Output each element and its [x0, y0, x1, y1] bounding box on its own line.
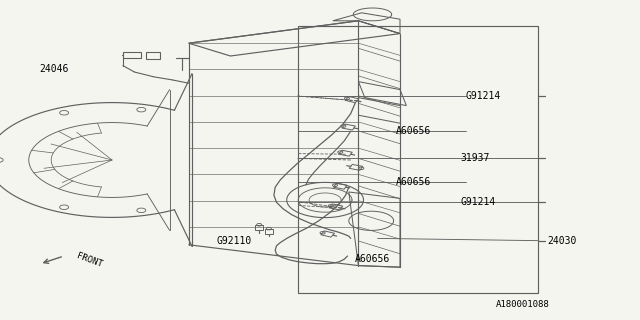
Text: 24046: 24046 — [40, 64, 69, 74]
Text: A180001088: A180001088 — [496, 300, 550, 309]
Text: A60656: A60656 — [396, 126, 431, 136]
Text: G92110: G92110 — [216, 236, 252, 246]
Text: A60656: A60656 — [355, 254, 390, 264]
Text: 24030: 24030 — [547, 236, 577, 246]
Text: A60656: A60656 — [396, 177, 431, 188]
Text: 31937: 31937 — [461, 153, 490, 164]
Bar — [298, 26, 538, 293]
Text: G91214: G91214 — [461, 196, 496, 207]
Text: G91214: G91214 — [466, 91, 501, 101]
Text: FRONT: FRONT — [76, 251, 104, 269]
